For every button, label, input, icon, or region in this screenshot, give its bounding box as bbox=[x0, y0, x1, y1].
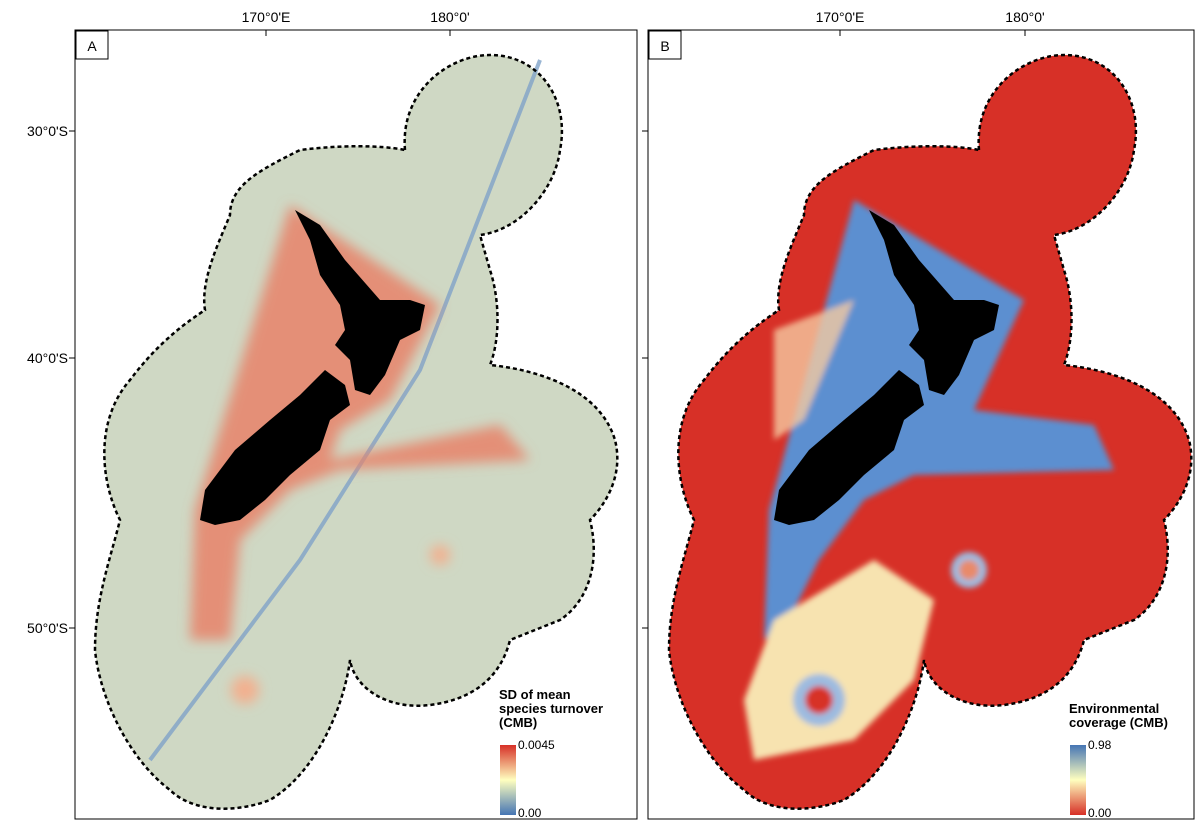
legend-max: 0.98 bbox=[1088, 738, 1111, 752]
legend-title: SD of mean species turnover (CMB) bbox=[499, 688, 611, 730]
legend-title: Environmental coverage (CMB) bbox=[1069, 702, 1195, 730]
page: A 170°0'E 180°0' 30°0'S 40°0'S 50°0'S bbox=[0, 0, 1196, 823]
legend-max: 0.0045 bbox=[518, 738, 555, 752]
y-label: 40°0'S bbox=[27, 350, 68, 366]
legend-min: 0.00 bbox=[518, 806, 541, 820]
color-bar bbox=[1070, 745, 1086, 815]
color-bar bbox=[500, 745, 516, 815]
panel-b: B 170°0'E 180°0' bbox=[642, 9, 1194, 819]
x-label: 170°0'E bbox=[816, 9, 865, 25]
legend-min: 0.00 bbox=[1088, 806, 1111, 820]
panel-label: B bbox=[660, 38, 669, 54]
x-label: 180°0' bbox=[430, 9, 469, 25]
x-label: 170°0'E bbox=[242, 9, 291, 25]
y-label: 50°0'S bbox=[27, 620, 68, 636]
panel-label: A bbox=[87, 38, 97, 54]
x-label: 180°0' bbox=[1005, 9, 1044, 25]
y-label: 30°0'S bbox=[27, 123, 68, 139]
